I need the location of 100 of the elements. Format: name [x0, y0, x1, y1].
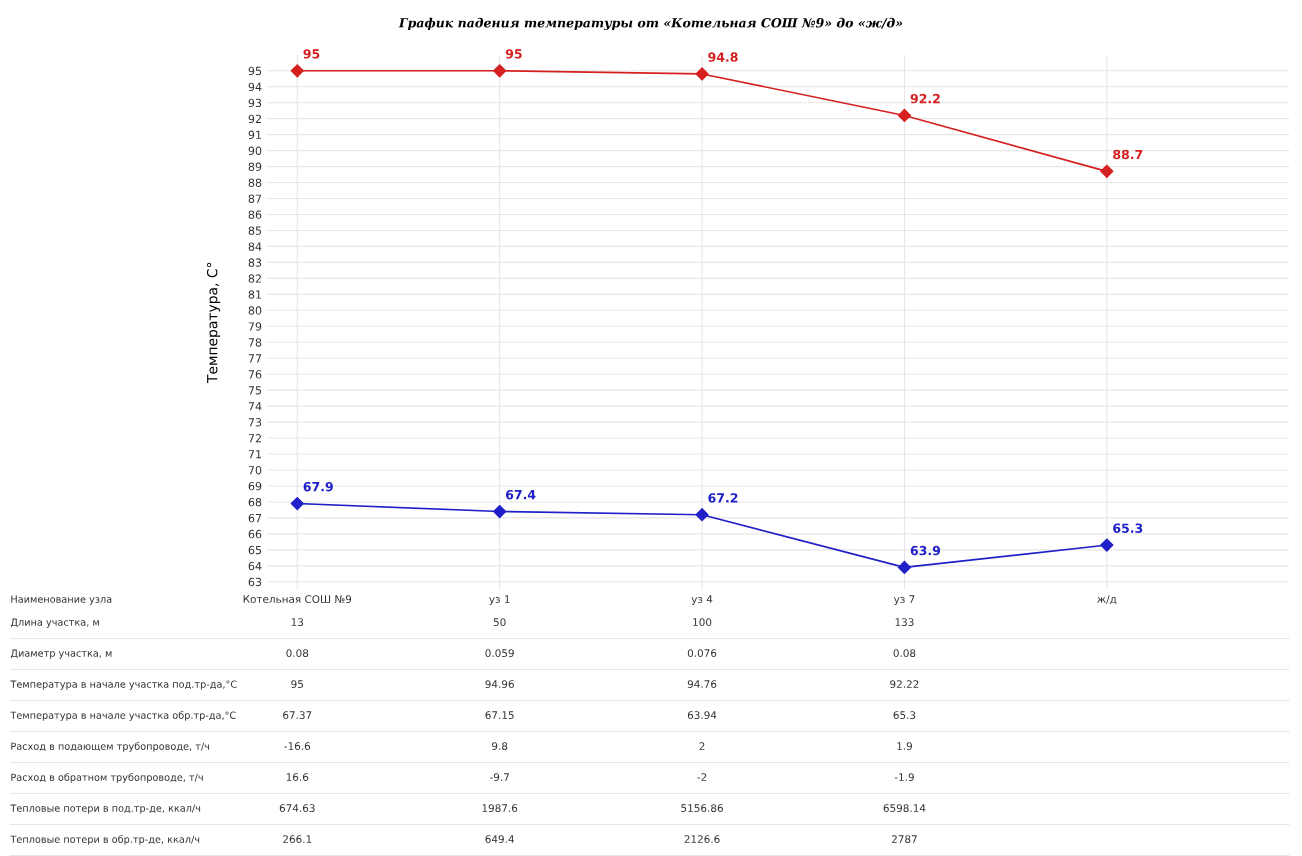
- text: 5156.86: [681, 804, 723, 813]
- text: 94.96: [485, 680, 514, 689]
- text: Тепловые потери в обр.тр-де, ккал/ч: [10, 835, 200, 845]
- point: [1100, 538, 1114, 552]
- y-tick-label: 75: [248, 386, 262, 395]
- y-tick-label: 89: [248, 162, 262, 171]
- text: 2: [699, 742, 705, 750]
- text: Длина участка, м: [10, 618, 99, 628]
- text: 9.8: [492, 742, 508, 751]
- x-tick-label: уз 7: [893, 595, 915, 606]
- text: 67.37: [283, 711, 312, 720]
- point: [493, 64, 507, 78]
- y-tick-label: 71: [248, 450, 262, 459]
- text: 65.3: [893, 711, 916, 720]
- x-tick-label: Котельная СОШ №9: [243, 595, 352, 604]
- y-tick-label: 86: [248, 210, 262, 219]
- data-label: 95: [505, 49, 522, 59]
- point: [897, 108, 912, 123]
- y-tick-label: 74: [248, 402, 262, 411]
- y-tick-label: 63: [248, 577, 262, 587]
- data-label: 63.9: [910, 545, 941, 556]
- y-tick-label: 65: [248, 545, 262, 555]
- point: [290, 496, 304, 511]
- text: 1.9: [897, 742, 912, 751]
- text: 50: [493, 618, 506, 627]
- y-tick-label: 73: [248, 418, 262, 427]
- y-axis-title: Температура, С°: [206, 262, 221, 384]
- text: -2: [697, 773, 707, 781]
- y-tick-label: 83: [248, 258, 262, 267]
- data-label: 94.8: [708, 52, 738, 62]
- text: 63.94: [687, 711, 717, 720]
- data-label: 95: [303, 49, 320, 59]
- y-tick-label: 80: [248, 306, 262, 315]
- text: 13: [291, 618, 304, 627]
- y-tick-label: 76: [248, 370, 262, 379]
- y-tick-label: 85: [248, 226, 262, 235]
- data-label: 67.2: [708, 493, 738, 503]
- y-tick-label: 77: [248, 354, 262, 363]
- data-label: 67.9: [303, 481, 333, 492]
- y-tick-label: 78: [248, 338, 262, 347]
- text: 0.076: [687, 649, 717, 658]
- text: Расход в обратном трубопроводе, т/ч: [11, 773, 203, 783]
- x-tick-label: уз 1: [489, 595, 510, 606]
- y-tick-label: 88: [248, 178, 262, 187]
- text: 0.08: [893, 649, 916, 658]
- text: 95: [291, 680, 303, 689]
- point: [695, 67, 709, 81]
- y-tick-label: 64: [248, 561, 262, 571]
- y-tick-label: 79: [248, 322, 262, 331]
- text: 16.6: [286, 773, 309, 782]
- data-label: 67.4: [505, 489, 536, 500]
- text: 0.08: [286, 649, 309, 658]
- text: -1.9: [894, 773, 914, 782]
- text: -9.7: [490, 773, 509, 782]
- y-tick-label: 90: [248, 146, 262, 155]
- point: [290, 64, 304, 78]
- text: Температура в начале участка обр.тр-да,°С: [10, 711, 236, 721]
- x-tick-label: ж/д: [1097, 595, 1117, 605]
- point: [897, 560, 912, 575]
- y-tick-label: 92: [248, 114, 261, 124]
- text: 92.22: [890, 680, 919, 689]
- y-tick-label: 68: [248, 497, 262, 507]
- text: 6598.14: [883, 804, 926, 813]
- y-tick-label: 82: [248, 274, 261, 283]
- y-tick-label: 81: [248, 290, 262, 299]
- text: Диаметр участка, м: [10, 649, 112, 659]
- data-label: 88.7: [1113, 149, 1143, 160]
- point: [1100, 164, 1114, 178]
- y-tick-label: 66: [248, 529, 262, 539]
- y-tick-label: 84: [248, 242, 262, 251]
- text: 1987.6: [482, 804, 518, 813]
- text: 94.76: [687, 680, 717, 689]
- y-tick-label: 87: [248, 194, 262, 203]
- data-label: 92.2: [910, 93, 940, 104]
- y-tick-label: 69: [248, 481, 262, 491]
- text: Тепловые потери в под.тр-де, ккал/ч: [10, 804, 201, 814]
- point: [695, 508, 709, 522]
- text: 2787: [891, 835, 917, 844]
- y-tick-label: 67: [248, 513, 262, 523]
- y-tick-label: 93: [248, 98, 262, 108]
- text: 100: [693, 618, 712, 627]
- point: [493, 504, 507, 519]
- x-tick-label: уз 4: [691, 595, 713, 606]
- text: 133: [895, 618, 914, 627]
- text: Расход в подающем трубопроводе, т/ч: [11, 742, 210, 752]
- text: Температура в начале участка под.тр-да,°С: [10, 680, 237, 690]
- text: 649.4: [485, 835, 514, 844]
- text: 0.059: [485, 649, 514, 658]
- data-label: 65.3: [1113, 523, 1143, 533]
- y-tick-label: 72: [248, 434, 261, 443]
- y-tick-label: 95: [248, 66, 262, 76]
- text: -16.6: [284, 742, 311, 751]
- y-tick-label: 94: [248, 82, 262, 92]
- chart-title: График падения температуры от «Котельная СОШ №9» до «ж/д»: [398, 17, 903, 31]
- y-tick-label: 70: [248, 465, 262, 475]
- text: 2126.6: [684, 835, 720, 844]
- text: 266.1: [283, 835, 312, 844]
- text: Наименование узла: [11, 595, 112, 605]
- text: 67.15: [485, 711, 514, 720]
- y-tick-label: 91: [248, 130, 262, 140]
